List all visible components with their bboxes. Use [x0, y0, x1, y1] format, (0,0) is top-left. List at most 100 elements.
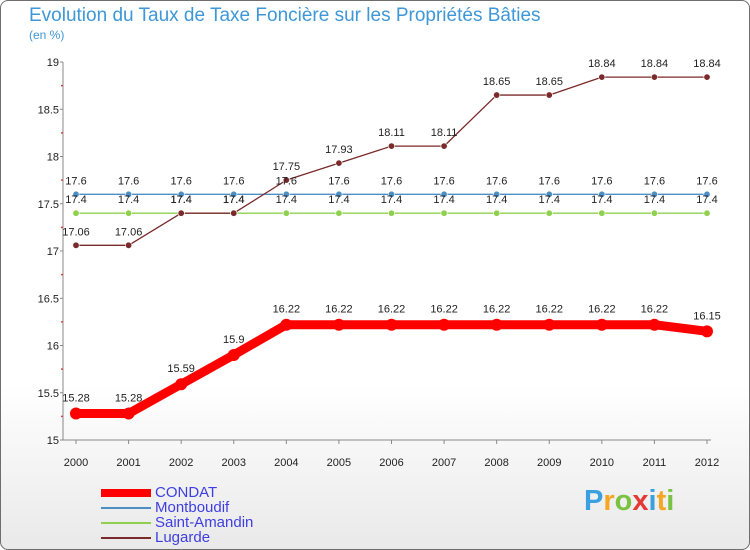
data-label: 17.4	[170, 194, 191, 206]
logo-letter: P	[584, 485, 604, 517]
logo-letter: i	[648, 485, 657, 517]
data-label: 18.84	[588, 58, 616, 70]
data-label: 17.93	[325, 144, 353, 156]
data-point	[650, 73, 658, 81]
data-point	[230, 209, 238, 217]
data-label: 17.4	[65, 194, 86, 206]
x-tick-label: 2006	[379, 457, 403, 469]
data-point	[72, 209, 80, 217]
y-axis-unit-label: (en %)	[29, 28, 65, 42]
data-point	[648, 318, 661, 331]
y-tick-label: 17.5	[38, 199, 59, 211]
y-tick-label: 15	[47, 435, 59, 447]
data-point	[490, 318, 503, 331]
x-tick-label: 2009	[537, 457, 561, 469]
data-label: 17.4	[223, 194, 244, 206]
data-point	[440, 142, 448, 150]
data-point	[440, 209, 448, 217]
data-label: 17.4	[223, 194, 244, 206]
data-label: 16.22	[483, 304, 511, 316]
y-tick-label: 18	[47, 152, 59, 164]
data-label: 17.06	[62, 226, 90, 238]
data-point	[125, 190, 133, 198]
data-point	[703, 209, 711, 217]
data-point	[385, 318, 398, 331]
x-tick-label: 2004	[274, 457, 298, 469]
data-point	[543, 318, 556, 331]
y-tick-label: 16	[47, 341, 59, 353]
data-point	[703, 190, 711, 198]
data-label: 17.6	[644, 175, 665, 187]
legend-swatch	[101, 489, 151, 497]
data-point	[440, 190, 448, 198]
data-label: 17.6	[223, 175, 244, 187]
x-tick-label: 2008	[484, 457, 508, 469]
chart-title: Evolution du Taux de Taxe Foncière sur l…	[29, 5, 541, 26]
y-tick-label: 19	[47, 57, 59, 69]
data-label: 16.22	[273, 304, 301, 316]
data-label: 16.22	[535, 304, 563, 316]
data-point	[545, 91, 553, 99]
data-point	[438, 318, 451, 331]
proxiti-logo: Proxiti	[584, 485, 674, 518]
data-point	[72, 241, 80, 249]
data-point	[125, 209, 133, 217]
data-point	[545, 209, 553, 217]
data-label: 17.6	[591, 175, 612, 187]
data-label: 17.4	[381, 194, 402, 206]
legend-swatch	[101, 537, 151, 539]
data-point	[177, 209, 185, 217]
x-tick-label: 2010	[590, 457, 614, 469]
data-label: 18.11	[431, 127, 458, 139]
data-point	[282, 209, 290, 217]
data-point	[493, 190, 501, 198]
data-point	[335, 190, 343, 198]
data-label: 17.6	[328, 175, 349, 187]
legend-label: Lugarde	[155, 529, 211, 546]
data-label: 18.65	[535, 76, 563, 88]
x-tick-label: 2005	[327, 457, 351, 469]
data-label: 17.4	[696, 194, 717, 206]
x-tick-label: 2000	[64, 457, 88, 469]
x-tick-label: 2002	[169, 457, 193, 469]
data-label: 16.22	[430, 304, 458, 316]
data-point	[598, 209, 606, 217]
data-label: 17.4	[276, 194, 297, 206]
data-label: 17.6	[433, 175, 454, 187]
data-label: 16.22	[641, 304, 669, 316]
data-point	[701, 325, 713, 338]
data-label: 15.59	[167, 363, 195, 375]
data-point	[387, 190, 395, 198]
data-label: 17.75	[273, 161, 301, 173]
data-point	[650, 209, 658, 217]
data-point	[595, 318, 608, 331]
series-line-lugarde	[75, 76, 708, 246]
legend-label: Montboudif	[155, 499, 230, 516]
data-point	[332, 318, 345, 331]
y-tick-label: 16.5	[38, 293, 59, 305]
y-tick-label: 17	[47, 246, 59, 258]
logo-letter: x	[632, 485, 649, 517]
data-label: 18.65	[483, 76, 511, 88]
logo-letter: t	[656, 485, 667, 517]
data-point	[650, 190, 658, 198]
data-point	[70, 407, 82, 420]
data-point	[282, 176, 290, 184]
data-label: 17.6	[170, 175, 191, 187]
data-label: 15.28	[115, 393, 143, 405]
data-label: 17.6	[65, 175, 86, 187]
data-label: 18.84	[641, 58, 669, 70]
data-point	[335, 209, 343, 217]
data-label: 17.4	[539, 194, 560, 206]
data-point	[72, 190, 80, 198]
data-label: 17.4	[644, 194, 665, 206]
series-points	[70, 73, 713, 420]
data-point	[230, 190, 238, 198]
data-label: 17.6	[276, 175, 297, 187]
data-label: 16.15	[693, 310, 721, 322]
data-label: 15.28	[62, 393, 90, 405]
data-point	[282, 190, 290, 198]
data-label: 17.6	[486, 175, 507, 187]
